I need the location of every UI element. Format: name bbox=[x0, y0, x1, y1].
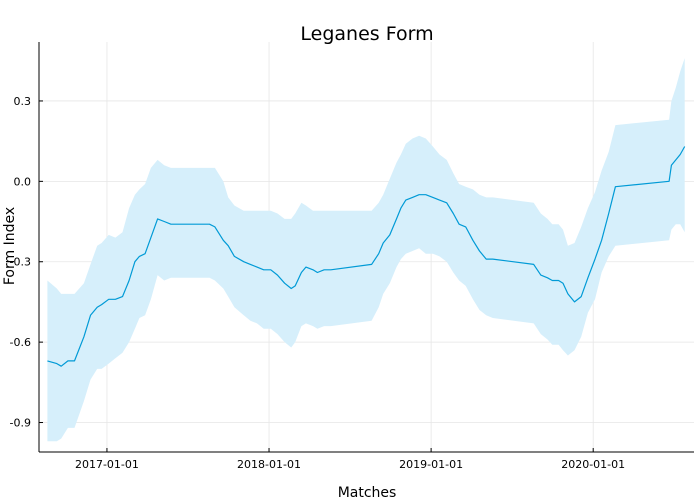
form-line-layer bbox=[47, 146, 686, 367]
axes bbox=[38, 42, 694, 453]
form-index-line bbox=[47, 146, 686, 367]
confidence-band-layer bbox=[47, 58, 685, 442]
confidence-band bbox=[47, 58, 685, 442]
y-axis-ticks: 0.3 0.0 -0.3 -0.6 -0.9 bbox=[10, 95, 43, 430]
x-tick-label: 2017-01-01 bbox=[75, 458, 139, 471]
y-tick-label: -0.9 bbox=[10, 417, 31, 430]
y-tick-label: 0.0 bbox=[14, 175, 32, 188]
x-axis-title: Matches bbox=[338, 485, 397, 500]
y-axis-title: Form Index bbox=[2, 207, 18, 285]
y-tick-label: 0.3 bbox=[14, 95, 32, 108]
chart-title: Leganes Form bbox=[300, 23, 433, 45]
x-axis-ticks: 2017-01-01 2018-01-01 2019-01-01 2020-01-01 bbox=[75, 448, 625, 471]
x-tick-label: 2018-01-01 bbox=[237, 458, 301, 471]
x-tick-label: 2019-01-01 bbox=[399, 458, 463, 471]
y-tick-label: -0.6 bbox=[10, 336, 31, 349]
y-tick-label: -0.3 bbox=[10, 256, 31, 269]
x-tick-label: 2020-01-01 bbox=[561, 458, 625, 471]
